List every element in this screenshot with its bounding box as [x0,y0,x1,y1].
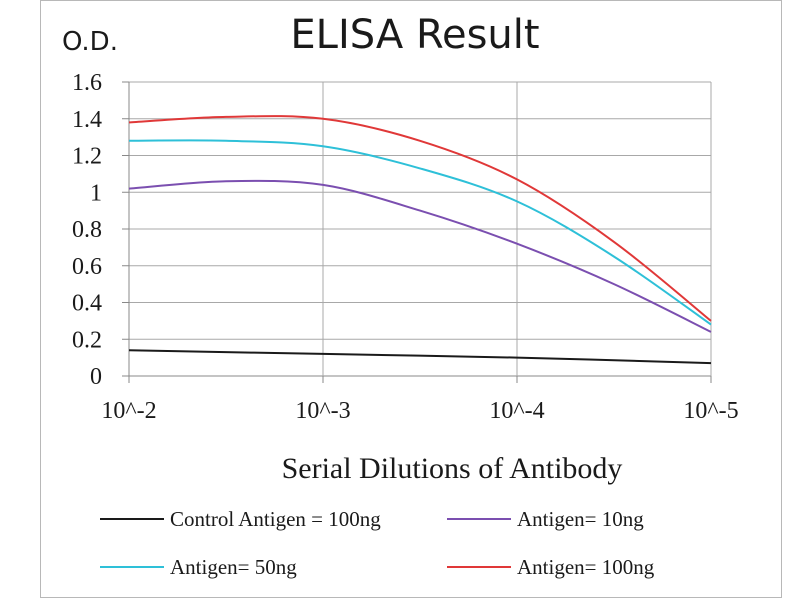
y-tick-label: 0 [90,364,102,390]
y-tick-label: 1 [90,180,102,206]
y-tick-label: 1.2 [72,144,102,170]
series-line [128,179,712,333]
y-tick-label: 0.4 [72,291,102,317]
x-tick-label: 10^-4 [489,398,544,424]
y-axis-label: O.D. [62,27,118,57]
axis-ticks: 0 0.2 0.4 0.6 0.8 1 1.2 1.4 1.6 10^-2 10^-3 10^-4 10… [72,70,739,424]
y-tick-label: 0.8 [72,217,102,243]
series-line [128,139,712,326]
legend-label: Antigen= 50ng [170,555,297,579]
legend-label: Antigen= 100ng [517,555,655,579]
chart-title: ELISA Result [290,12,539,58]
series-lines [128,115,712,365]
legend: Control Antigen = 100ng Antigen= 10ng Anti… [100,507,655,579]
legend-label: Control Antigen = 100ng [170,507,381,531]
x-axis-label: Serial Dilutions of Antibody [282,452,623,485]
legend-label: Antigen= 10ng [517,507,644,531]
y-tick-label: 1.4 [72,107,102,133]
y-tick-label: 0.2 [72,327,102,353]
series-line [128,349,712,365]
x-tick-label: 10^-3 [295,398,350,424]
y-tick-label: 0.6 [72,254,102,280]
x-tick-label: 10^-2 [101,398,156,424]
grid-lines [128,81,712,377]
chart-frame [40,0,782,598]
x-tick-label: 10^-5 [683,398,738,424]
series-line [128,115,712,322]
y-tick-label: 1.6 [72,70,102,96]
